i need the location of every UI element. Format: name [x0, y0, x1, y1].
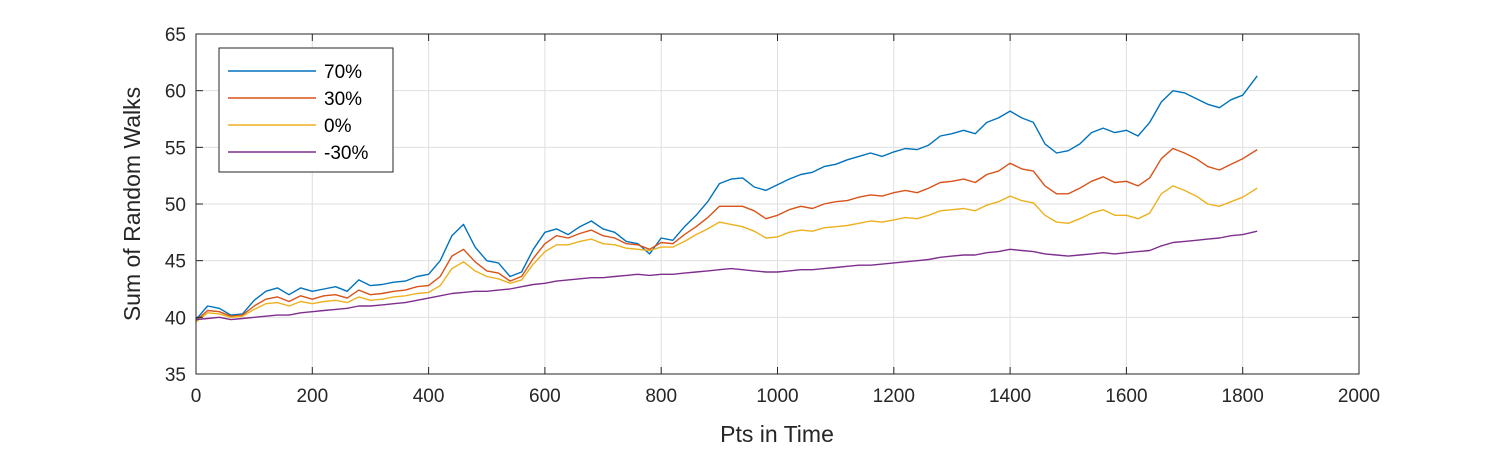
legend-label-30: 30% — [324, 89, 362, 110]
x-tick-label: 2000 — [1338, 386, 1380, 407]
axis-ticks — [195, 33, 1360, 375]
x-tick-label: 1000 — [756, 386, 798, 407]
legend: 70% 30% 0% -30% — [218, 47, 394, 173]
y-tick-label: 40 — [165, 308, 186, 329]
x-tick-label: 800 — [645, 386, 677, 407]
x-axis-label: Pts in Time — [720, 421, 834, 447]
x-tick-label: 1400 — [989, 386, 1031, 407]
series-lines — [195, 75, 1258, 323]
x-tick-label: 0 — [191, 386, 202, 407]
y-tick-label: 55 — [165, 138, 186, 159]
x-tick-label: 600 — [529, 386, 561, 407]
legend-label-0: 0% — [324, 116, 352, 137]
series-line-0 — [195, 185, 1258, 323]
series-line-neg30 — [195, 230, 1258, 321]
y-tick-labels: 35 40 45 50 55 60 65 — [165, 25, 186, 386]
x-tick-label: 1600 — [1105, 386, 1147, 407]
y-tick-label: 65 — [165, 25, 186, 46]
series-line-70 — [195, 75, 1258, 321]
x-tick-label: 400 — [413, 386, 445, 407]
x-tick-label: 1200 — [873, 386, 915, 407]
y-tick-label: 45 — [165, 252, 186, 273]
series-line-30 — [195, 147, 1258, 322]
grid — [196, 34, 1359, 374]
x-tick-labels: 0 200 400 600 800 1000 1200 1400 1600 1800 2000 — [191, 386, 1380, 407]
y-axis-label: Sum of Random Walks — [119, 87, 145, 321]
y-tick-label: 60 — [165, 82, 186, 103]
legend-label-neg30: -30% — [324, 143, 368, 164]
y-tick-label: 50 — [165, 195, 186, 216]
legend-label-70: 70% — [324, 62, 362, 83]
x-tick-label: 200 — [296, 386, 328, 407]
x-tick-label: 1800 — [1222, 386, 1264, 407]
y-tick-label: 35 — [165, 365, 186, 386]
